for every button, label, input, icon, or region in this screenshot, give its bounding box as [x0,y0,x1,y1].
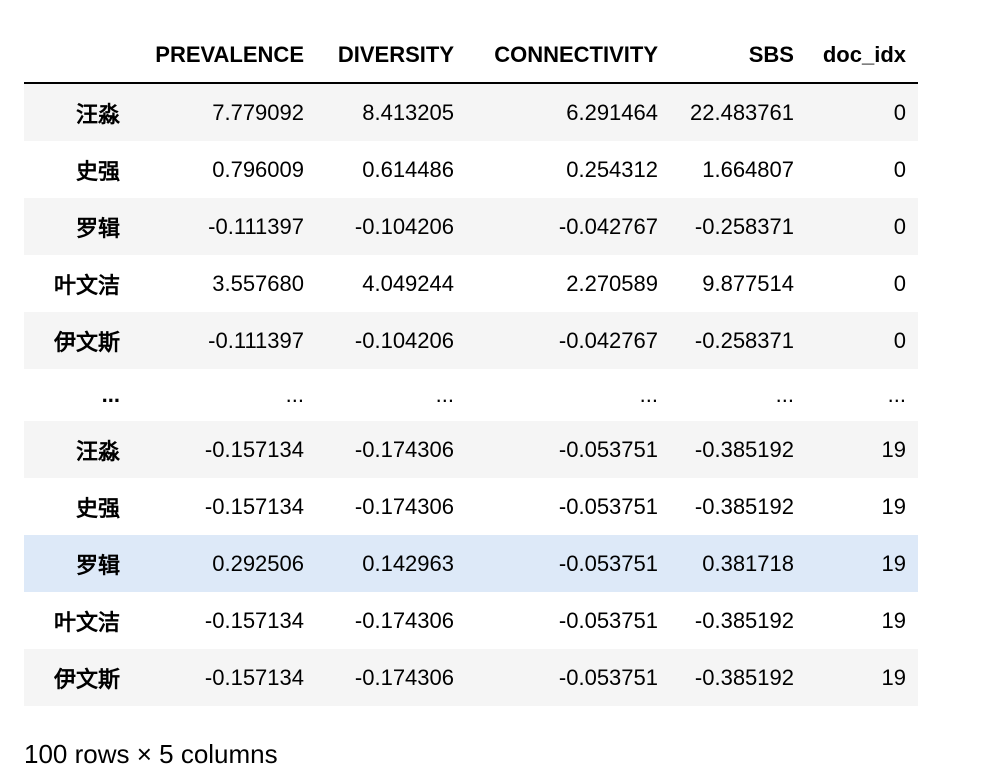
row-index: 汪淼 [75,438,120,464]
cell-sbs: 1.664807 [702,156,794,182]
cell-sbs: 0.381718 [702,550,794,576]
cell-connectivity: -0.053751 [558,607,658,633]
cell-doc-idx: 0 [893,99,906,125]
cell-doc-idx: 0 [893,156,906,182]
cell-diversity: 0.614486 [362,156,454,182]
table-row-hovered: 罗辑 0.292506 0.142963 -0.053751 0.381718 … [24,535,918,592]
cell-diversity: ... [435,382,454,407]
cell-prevalence: -0.157134 [204,664,304,690]
table-row: 汪淼 7.779092 8.413205 6.291464 22.483761 … [24,83,918,141]
cell-prevalence: ... [285,382,304,407]
table-header: PREVALENCE DIVERSITY CONNECTIVITY SBS do… [24,28,918,84]
cell-prevalence: 0.796009 [212,156,304,182]
cell-connectivity: -0.053751 [558,550,658,576]
row-index: 伊文斯 [53,329,120,355]
cell-prevalence: -0.157134 [204,607,304,633]
cell-prevalence: -0.157134 [204,436,304,462]
cell-prevalence: 3.557680 [212,270,304,296]
cell-diversity: -0.104206 [354,213,454,239]
cell-connectivity: -0.053751 [558,436,658,462]
cell-sbs: -0.385192 [694,607,794,633]
cell-diversity: -0.174306 [354,664,454,690]
index-header [24,28,132,84]
row-index: 汪淼 [75,101,120,127]
row-index: 史强 [75,495,120,521]
cell-sbs: -0.385192 [694,493,794,519]
row-index: 伊文斯 [53,666,120,692]
row-index: 罗辑 [75,215,120,241]
cell-sbs: ... [775,382,794,407]
table-body: 汪淼 7.779092 8.413205 6.291464 22.483761 … [24,83,918,706]
cell-doc-idx: ... [887,382,906,407]
ellipsis-row: ... ... ... ... ... ... [24,369,918,421]
cell-prevalence: 7.779092 [212,99,304,125]
cell-doc-idx: 19 [881,550,906,576]
cell-sbs: -0.258371 [694,213,794,239]
table-row: 伊文斯 -0.111397 -0.104206 -0.042767 -0.258… [24,312,918,369]
dataframe-table: PREVALENCE DIVERSITY CONNECTIVITY SBS do… [24,28,918,706]
cell-connectivity: 6.291464 [566,99,658,125]
cell-sbs: -0.258371 [694,327,794,353]
row-index: 叶文洁 [53,272,120,298]
cell-sbs: 9.877514 [702,270,794,296]
table-row: 史强 -0.157134 -0.174306 -0.053751 -0.3851… [24,478,918,535]
row-index: 罗辑 [75,552,120,578]
column-header-prevalence: PREVALENCE [132,28,316,84]
cell-diversity: -0.104206 [354,327,454,353]
cell-doc-idx: 0 [893,327,906,353]
table-row: 伊文斯 -0.157134 -0.174306 -0.053751 -0.385… [24,649,918,706]
cell-doc-idx: 19 [881,607,906,633]
cell-sbs: -0.385192 [694,436,794,462]
table-row: 罗辑 -0.111397 -0.104206 -0.042767 -0.2583… [24,198,918,255]
cell-doc-idx: 19 [881,493,906,519]
cell-prevalence: -0.111397 [208,213,304,239]
cell-connectivity: -0.042767 [558,327,658,353]
cell-diversity: 0.142963 [362,550,454,576]
cell-connectivity: ... [639,382,658,407]
row-index: ... [101,382,120,407]
cell-diversity: -0.174306 [354,493,454,519]
dataframe-container: PREVALENCE DIVERSITY CONNECTIVITY SBS do… [24,28,918,706]
cell-doc-idx: 0 [893,213,906,239]
cell-connectivity: -0.053751 [558,664,658,690]
column-header-diversity: DIVERSITY [316,28,466,84]
cell-connectivity: 0.254312 [566,156,658,182]
cell-sbs: 22.483761 [690,99,794,125]
cell-diversity: 8.413205 [362,99,454,125]
column-header-connectivity: CONNECTIVITY [466,28,670,84]
table-row: 叶文洁 -0.157134 -0.174306 -0.053751 -0.385… [24,592,918,649]
cell-connectivity: 2.270589 [566,270,658,296]
cell-doc-idx: 19 [881,664,906,690]
column-header-doc-idx: doc_idx [806,28,918,84]
cell-diversity: -0.174306 [354,607,454,633]
cell-prevalence: 0.292506 [212,550,304,576]
cell-connectivity: -0.042767 [558,213,658,239]
column-header-sbs: SBS [670,28,806,84]
cell-doc-idx: 19 [881,436,906,462]
cell-prevalence: -0.111397 [208,327,304,353]
header-row: PREVALENCE DIVERSITY CONNECTIVITY SBS do… [24,28,918,84]
cell-prevalence: -0.157134 [204,493,304,519]
cell-connectivity: -0.053751 [558,493,658,519]
table-row: 汪淼 -0.157134 -0.174306 -0.053751 -0.3851… [24,421,918,478]
cell-doc-idx: 0 [893,270,906,296]
cell-diversity: -0.174306 [354,436,454,462]
row-index: 叶文洁 [53,609,120,635]
shape-caption: 100 rows × 5 columns [24,739,278,769]
table-row: 叶文洁 3.557680 4.049244 2.270589 9.877514 … [24,255,918,312]
cell-sbs: -0.385192 [694,664,794,690]
cell-diversity: 4.049244 [362,270,454,296]
table-row: 史强 0.796009 0.614486 0.254312 1.664807 0 [24,141,918,198]
row-index: 史强 [75,158,120,184]
